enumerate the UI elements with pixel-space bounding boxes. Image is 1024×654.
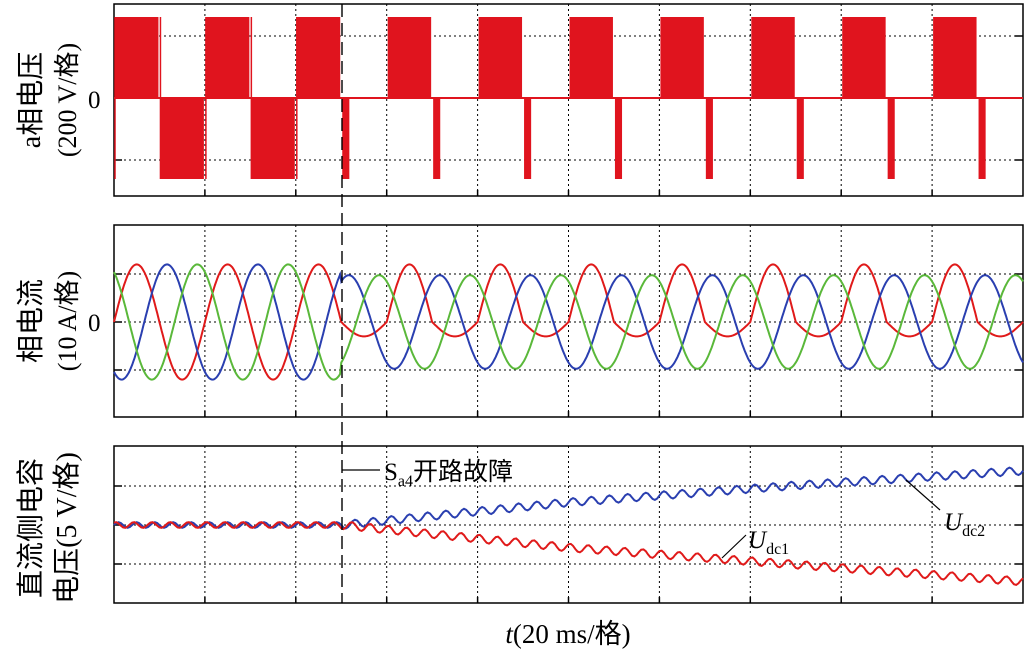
voltage-ylabel-line2: (200 V/格) [53, 43, 82, 157]
voltage-pulse [569, 17, 613, 98]
voltage-pulse [296, 17, 341, 98]
phase-current-traces [113, 263, 1024, 381]
current-panel [113, 224, 1024, 418]
voltage-spike [342, 98, 350, 179]
voltage-pulse [842, 17, 886, 98]
voltage-pulse [205, 17, 250, 98]
dc-voltage-line [113, 466, 1024, 530]
voltage-pulse [751, 17, 795, 98]
current-ylabel-line2: (10 A/格) [53, 271, 82, 371]
phase-current-line [113, 263, 1024, 381]
voltage-pulse [251, 98, 295, 179]
dc-ylabel-line1: 直流侧电容 [15, 458, 47, 598]
x-axis-label: t(20 ms/格) [505, 619, 630, 649]
voltage-spike [524, 98, 532, 179]
udc1-leader [721, 534, 747, 559]
dc-voltage-line [113, 521, 1024, 586]
phase-current-line [113, 263, 1024, 381]
voltage-spike [433, 98, 441, 179]
udc1-label: Udc1 [748, 527, 789, 558]
dc-capacitor-voltage-traces [113, 466, 1024, 586]
voltage-pulse [387, 17, 432, 98]
voltage-spike [978, 98, 986, 179]
voltage-spike [614, 98, 623, 179]
voltage-spike [705, 98, 713, 179]
voltage-pulse [933, 17, 977, 98]
udc2-label: Udc2 [944, 509, 985, 540]
voltage-spike [887, 98, 895, 179]
voltage-panel [113, 3, 1024, 197]
current-ylabel-line1: 相电流 [15, 279, 47, 363]
phase-a-voltage-trace [114, 17, 1023, 179]
udc2-leader [905, 479, 941, 511]
voltage-zero-label: 0 [88, 87, 101, 114]
voltage-pulse [115, 17, 159, 98]
voltage-pulse [478, 17, 523, 98]
voltage-spike [796, 98, 804, 179]
fault-label: Sa4开路故障 [384, 458, 513, 490]
phase-current-line [113, 263, 1024, 381]
voltage-pulse [160, 98, 204, 179]
dc-ylabel-line2: 电压(5 V/格) [51, 452, 83, 604]
current-zero-label: 0 [88, 310, 101, 337]
voltage-ylabel-line1: a相电压 [15, 52, 47, 148]
voltage-pulse [660, 17, 704, 98]
dc-voltage-panel [113, 445, 1024, 604]
voltage-panel-grid [114, 4, 1023, 196]
